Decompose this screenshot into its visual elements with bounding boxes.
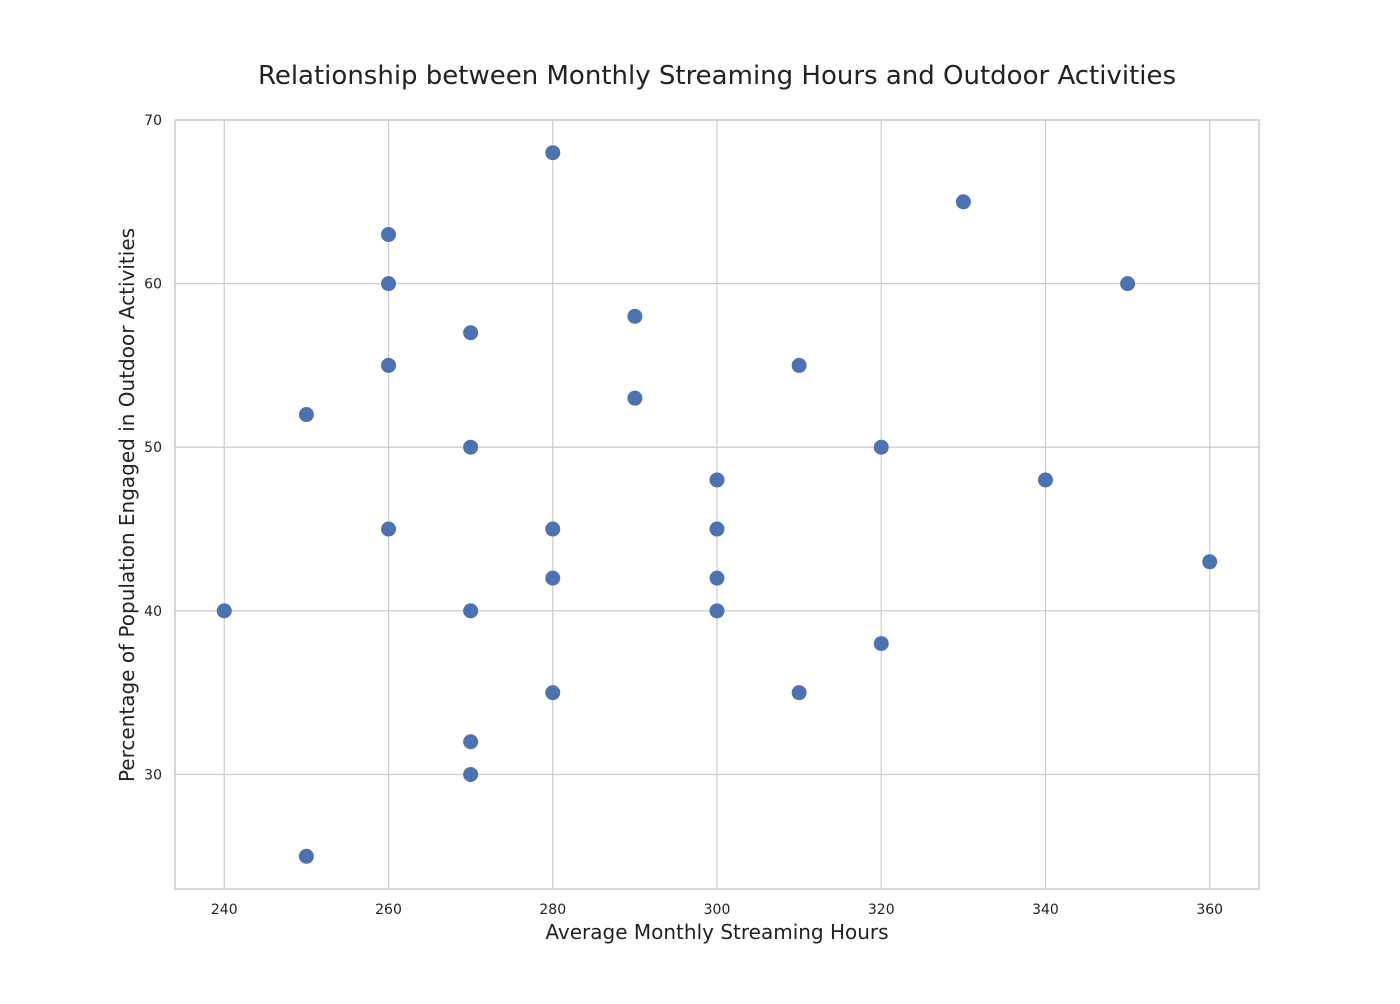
x-axis-label: Average Monthly Streaming Hours — [545, 920, 888, 944]
data-point — [545, 570, 561, 586]
data-point — [463, 439, 479, 455]
data-point — [545, 685, 561, 701]
x-tick-label: 240 — [211, 902, 238, 918]
data-point — [955, 194, 971, 210]
data-point — [1037, 472, 1053, 488]
y-tick-label: 70 — [144, 113, 162, 129]
data-point — [298, 848, 314, 864]
data-point — [463, 603, 479, 619]
data-point — [627, 308, 643, 324]
x-tick-label: 360 — [1196, 902, 1223, 918]
data-point — [463, 325, 479, 341]
y-axis-label: Percentage of Population Engaged in Outd… — [115, 228, 139, 782]
data-point — [463, 734, 479, 750]
data-point — [791, 357, 807, 373]
data-point — [709, 603, 725, 619]
data-point — [1202, 554, 1218, 570]
data-point — [873, 636, 889, 652]
data-point — [627, 390, 643, 406]
data-point — [709, 570, 725, 586]
data-point — [381, 227, 397, 243]
x-tick-label: 340 — [1032, 902, 1059, 918]
x-tick-label: 280 — [539, 902, 566, 918]
data-point — [381, 276, 397, 292]
data-points — [216, 145, 1218, 864]
data-point — [709, 472, 725, 488]
data-point — [463, 766, 479, 782]
chart-title: Relationship between Monthly Streaming H… — [258, 61, 1176, 91]
y-tick-label: 30 — [144, 767, 162, 783]
data-point — [545, 145, 561, 161]
y-tick-label: 60 — [144, 277, 162, 293]
y-tick-label: 50 — [144, 440, 162, 456]
data-point — [381, 357, 397, 373]
y-tick-label: 40 — [144, 604, 162, 620]
y-tick-labels: 30 40 50 60 70 — [144, 113, 162, 783]
data-point — [791, 685, 807, 701]
x-tick-label: 260 — [375, 902, 402, 918]
data-point — [709, 521, 725, 537]
plot-frame — [174, 119, 1260, 890]
x-tick-labels: 240 260 280 300 320 340 360 — [211, 902, 1223, 918]
x-tick-label: 300 — [704, 902, 731, 918]
data-point — [298, 407, 314, 423]
data-point — [381, 521, 397, 537]
data-point — [1120, 276, 1136, 292]
data-point — [873, 439, 889, 455]
x-tick-label: 320 — [868, 902, 895, 918]
grid — [175, 119, 1259, 889]
data-point — [216, 603, 232, 619]
data-point — [545, 521, 561, 537]
